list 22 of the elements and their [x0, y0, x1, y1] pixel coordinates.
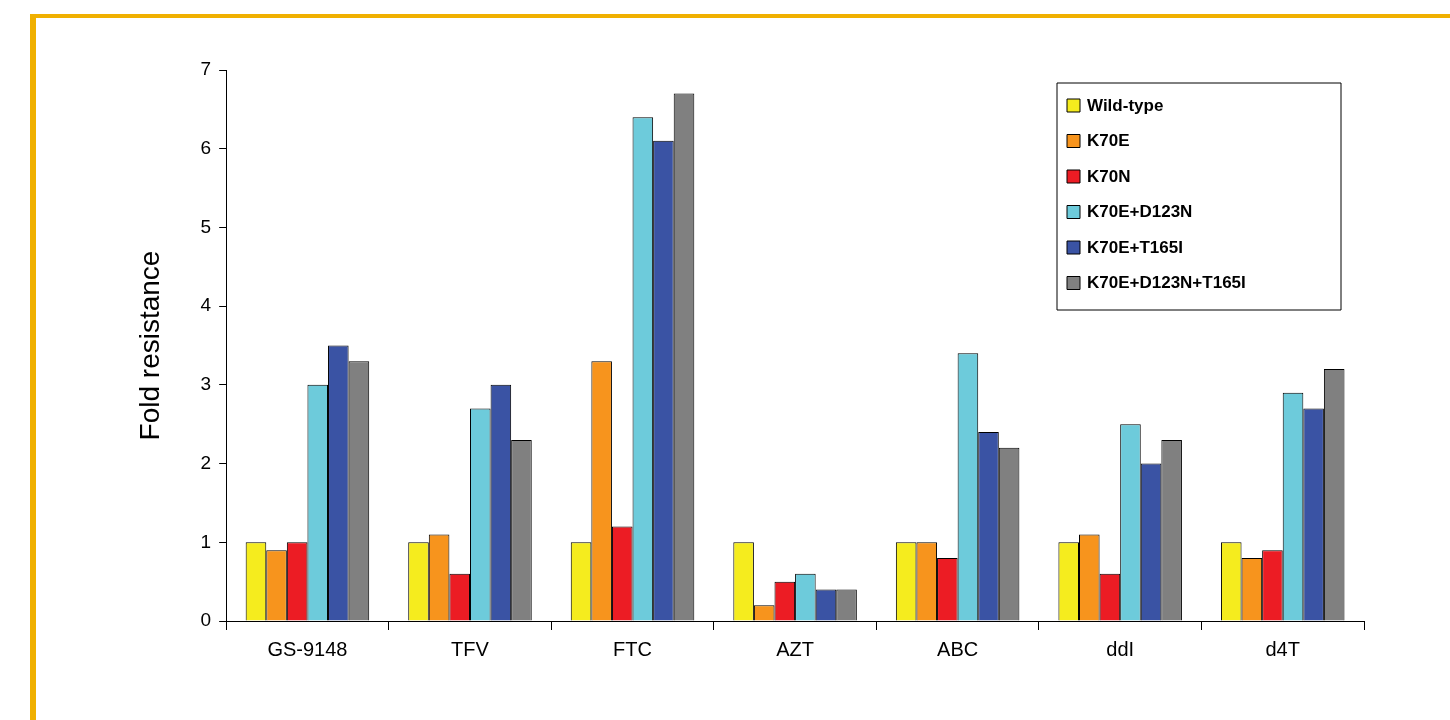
legend-label: Wild-type	[1087, 95, 1164, 115]
x-tick-label: GS-9148	[267, 637, 348, 660]
y-tick-label: 4	[200, 294, 212, 316]
y-tick-label: 7	[200, 58, 212, 80]
x-tick-label: TFV	[451, 637, 490, 660]
legend-label: K70E+D123N	[1087, 202, 1193, 222]
x-tick-label: ddI	[1106, 637, 1135, 660]
x-tick-label: d4T	[1265, 637, 1300, 660]
y-tick-label: 5	[200, 215, 212, 237]
y-tick-label: 1	[200, 530, 212, 552]
x-tick-label: ABC	[937, 637, 979, 660]
y-axis-title: Fold resistance	[133, 250, 165, 441]
y-tick-label: 2	[200, 451, 212, 473]
legend-label: K70E	[1087, 131, 1130, 151]
legend-label: K70E+T165I	[1087, 237, 1183, 257]
legend-label: K70N	[1087, 166, 1131, 186]
x-tick-label: FTC	[613, 637, 652, 660]
y-tick-label: 3	[200, 373, 212, 395]
legend-label: K70E+D123N+T165I	[1087, 273, 1246, 293]
y-tick-label: 6	[200, 136, 212, 158]
x-tick-label: AZT	[776, 637, 814, 660]
y-tick-label: 0	[200, 609, 212, 631]
